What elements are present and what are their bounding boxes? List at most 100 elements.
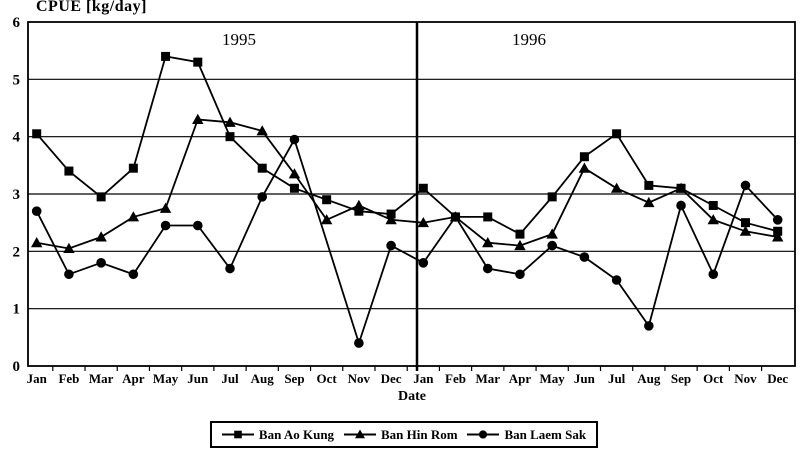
y-gridlines	[28, 78, 795, 310]
x-tick-label: May	[153, 371, 179, 386]
data-point-marker	[224, 116, 236, 127]
data-point-marker	[354, 206, 364, 216]
x-tick-label: Apr	[122, 371, 145, 386]
y-tick-label: 5	[13, 72, 21, 88]
data-point-marker	[256, 125, 268, 136]
data-point-marker	[611, 275, 622, 285]
x-tick-label: Oct	[703, 371, 724, 386]
circle-marker-icon	[467, 430, 500, 439]
data-point-marker	[96, 258, 106, 268]
legend-sample-marker	[479, 430, 488, 439]
x-tick-label: Oct	[317, 371, 338, 386]
data-point-marker	[128, 163, 138, 173]
series-line	[35, 137, 779, 347]
data-point-marker	[676, 200, 686, 211]
data-point-marker	[234, 430, 242, 439]
data-point-marker	[32, 129, 42, 139]
data-point-marker	[63, 242, 75, 253]
data-point-marker	[192, 113, 204, 124]
year-label-1996: 1996	[512, 30, 546, 49]
series-line	[36, 55, 778, 236]
data-point-marker	[579, 252, 590, 262]
x-tick-label: Nov	[734, 371, 757, 386]
data-point-marker	[354, 338, 364, 348]
data-point-marker	[772, 215, 783, 225]
data-point-marker	[192, 220, 203, 231]
x-tick-label: Aug	[251, 371, 275, 386]
data-point-marker	[450, 212, 461, 222]
data-point-marker	[31, 206, 42, 216]
y-tick-label: 1	[13, 302, 21, 318]
x-axis-title: Date	[398, 389, 426, 404]
data-point-marker	[159, 202, 172, 213]
data-point-marker	[546, 228, 558, 239]
x-tick-label: Jan	[27, 371, 48, 386]
data-point-marker	[740, 218, 750, 228]
data-point-marker	[257, 192, 268, 202]
x-tick-label: Jan	[413, 371, 434, 386]
data-point-marker	[225, 132, 235, 142]
x-tick-labels: Jan Feb Mar Apr May Jun Jul Aug Sep Oct Nov Dec Jan F…	[27, 371, 789, 386]
data-point-marker	[225, 263, 235, 274]
data-point-marker	[289, 134, 300, 145]
data-point-marker	[707, 214, 719, 225]
data-point-marker	[483, 212, 493, 222]
x-tick-label: Sep	[284, 371, 304, 386]
data-point-marker	[708, 200, 718, 210]
data-point-marker	[612, 129, 622, 139]
x-tick-label: Jul	[221, 371, 239, 386]
plot-frame	[27, 21, 796, 367]
data-point-marker	[161, 51, 171, 61]
x-tick-label: Dec	[381, 371, 402, 386]
chart-title: CPUE [kg/day]	[36, 0, 147, 15]
data-point-marker	[418, 258, 429, 268]
data-point-marker	[644, 321, 654, 331]
data-point-marker	[547, 192, 557, 202]
data-point-marker	[479, 430, 488, 439]
data-point-marker	[31, 237, 43, 248]
y-tick-label: 4	[13, 130, 21, 146]
x-tick-label: Jul	[608, 371, 626, 386]
data-point-marker	[289, 183, 299, 193]
data-point-marker	[354, 429, 365, 439]
data-point-marker	[322, 195, 332, 205]
data-point-marker	[708, 269, 719, 280]
data-point-marker	[514, 239, 526, 251]
data-point-marker	[386, 209, 396, 219]
data-point-marker	[515, 269, 525, 280]
x-tick-label: May	[540, 371, 566, 386]
y-tick-label: 3	[13, 187, 21, 203]
data-point-marker	[96, 192, 106, 202]
data-point-marker	[353, 199, 365, 210]
triangle-marker-icon	[343, 429, 376, 439]
x-tick-label: Mar	[475, 371, 500, 386]
x-tick-label: Feb	[445, 371, 466, 386]
data-point-marker	[643, 196, 655, 208]
data-point-marker	[193, 57, 203, 67]
legend-sample-marker	[234, 430, 242, 439]
y-tick-label: 0	[13, 359, 21, 375]
data-point-marker	[772, 231, 784, 242]
y-tick-label: 6	[13, 15, 21, 31]
data-point-marker	[675, 182, 687, 193]
data-point-marker	[418, 183, 428, 193]
data-point-marker	[547, 240, 557, 251]
data-point-marker	[64, 269, 74, 280]
legend-label: Ban Hin Rom	[380, 426, 458, 442]
legend-label: Ban Laem Sak	[504, 426, 587, 442]
y-tick-label: 2	[13, 244, 21, 260]
data-point-marker	[320, 214, 333, 225]
data-point-marker	[288, 168, 301, 179]
data-point-marker	[386, 240, 396, 251]
data-point-marker	[773, 226, 783, 236]
legend: Ban Ao Kung Ban Hin Rom Ban Laem Sak	[210, 421, 598, 448]
data-point-marker	[610, 182, 623, 193]
y-tick-labels: 0 1 2 3 4 5 6	[13, 15, 21, 375]
data-point-marker	[95, 231, 107, 242]
x-axis-ticks	[52, 366, 763, 371]
data-point-marker	[644, 180, 654, 190]
x-tick-label: Mar	[89, 371, 114, 386]
legend-item-ban-ao-kung: Ban Ao Kung	[221, 427, 334, 443]
legend-sample-marker	[354, 429, 365, 439]
